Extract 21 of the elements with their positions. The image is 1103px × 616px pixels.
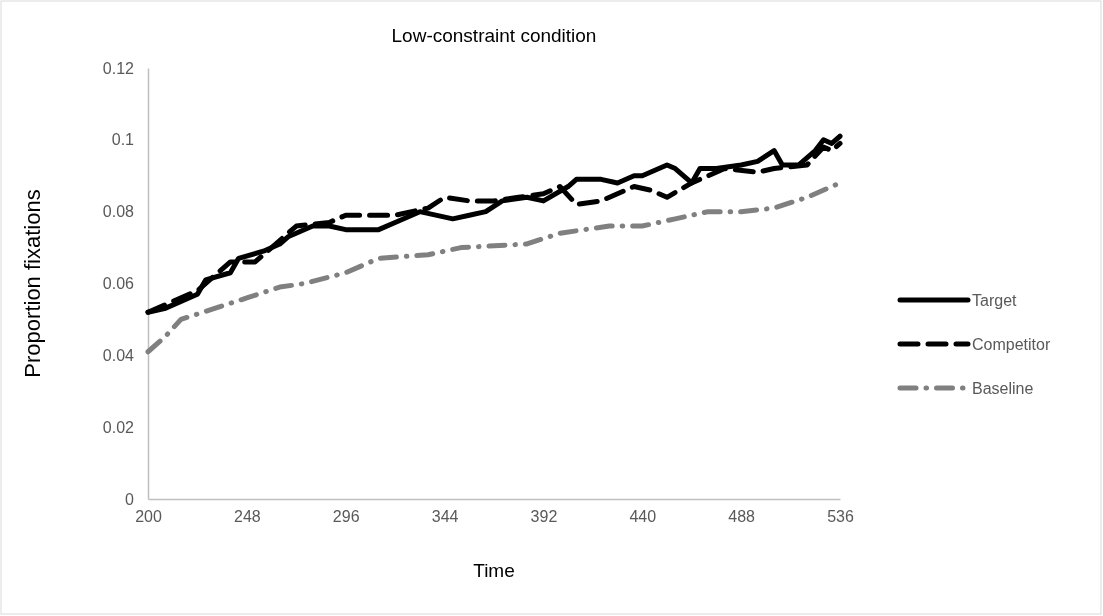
y-tick-label: 0.06 bbox=[102, 275, 135, 293]
y-tick-label: 0 bbox=[125, 490, 135, 508]
y-tick-label: 0.02 bbox=[102, 418, 135, 436]
y-tick-label: 0.1 bbox=[111, 131, 135, 149]
legend-label: Baseline bbox=[972, 380, 1034, 397]
x-tick-label: 392 bbox=[530, 508, 558, 526]
y-tick-label: 0.04 bbox=[102, 346, 135, 364]
x-tick-label: 200 bbox=[135, 508, 162, 526]
x-tick-label: 344 bbox=[431, 508, 459, 526]
y-axis-title: Proportion fixations bbox=[20, 189, 45, 378]
legend-label: Target bbox=[972, 292, 1018, 309]
x-tick-label: 296 bbox=[332, 508, 360, 526]
legend-label: Competitor bbox=[972, 336, 1051, 353]
y-tick-label: 0.12 bbox=[102, 59, 135, 77]
chart-title: Low-constraint condition bbox=[391, 25, 597, 46]
x-tick-label: 488 bbox=[728, 508, 756, 526]
x-tick-label: 248 bbox=[234, 508, 261, 526]
x-tick-label: 536 bbox=[827, 508, 854, 526]
x-axis-title: Time bbox=[473, 560, 515, 581]
x-tick-label: 440 bbox=[629, 508, 657, 526]
y-tick-label: 0.08 bbox=[102, 203, 135, 221]
